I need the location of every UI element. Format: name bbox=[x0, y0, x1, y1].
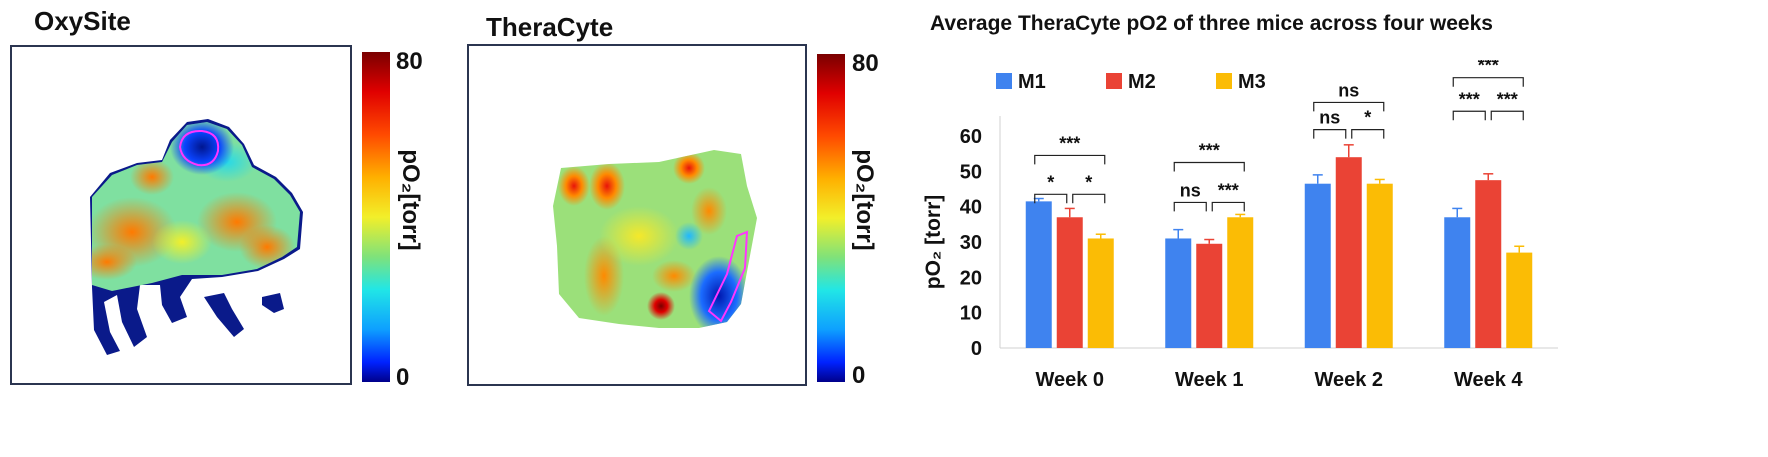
oxysite-title: OxySite bbox=[34, 6, 131, 36]
significance-bracket bbox=[1490, 110, 1524, 121]
significance-label: *** bbox=[1218, 180, 1239, 200]
bar-M2-Week-0 bbox=[1056, 217, 1083, 348]
bar-M2-Week-2 bbox=[1335, 157, 1362, 348]
significance-bracket bbox=[1313, 101, 1385, 112]
legend-label-M1: M1 bbox=[1018, 71, 1046, 93]
bar-M3-Week-4 bbox=[1506, 252, 1533, 348]
significance-label: *** bbox=[1459, 89, 1480, 109]
bar-M1-Week-0 bbox=[1025, 201, 1052, 348]
y-tick-label: 50 bbox=[960, 161, 982, 183]
x-tick-label: Week 0 bbox=[1035, 369, 1104, 391]
significance-label: ns bbox=[1180, 180, 1201, 200]
significance-label: *** bbox=[1059, 133, 1080, 153]
significance-label: * bbox=[1085, 172, 1092, 192]
oxysite-heatmap-frame bbox=[10, 45, 352, 385]
significance-bracket bbox=[1313, 129, 1347, 139]
bar-M1-Week-1 bbox=[1165, 238, 1192, 348]
significance-bracket bbox=[1351, 129, 1385, 139]
significance-bracket bbox=[1173, 201, 1207, 212]
bar-M1-Week-2 bbox=[1304, 183, 1331, 348]
significance-bracket bbox=[1173, 161, 1245, 172]
significance-bracket bbox=[1034, 154, 1106, 165]
legend-label-M2: M2 bbox=[1128, 71, 1156, 93]
bar-M3-Week-1 bbox=[1227, 217, 1254, 348]
legend-swatch-M3 bbox=[1216, 73, 1232, 89]
y-tick-label: 0 bbox=[971, 338, 982, 360]
theracyte-colorbar-min: 0 bbox=[852, 362, 866, 389]
oxysite-colorbar-min: 0 bbox=[396, 364, 410, 391]
theracyte-colorbar bbox=[817, 54, 845, 382]
bar-M3-Week-2 bbox=[1366, 183, 1393, 348]
significance-label: * bbox=[1047, 172, 1054, 192]
significance-label: *** bbox=[1497, 89, 1518, 109]
y-tick-label: 40 bbox=[960, 197, 982, 219]
oxysite-colorbar-label: pO₂[torr] bbox=[397, 149, 424, 251]
oxysite-heatmap-image bbox=[90, 119, 303, 355]
bar-M2-Week-4 bbox=[1475, 180, 1502, 348]
legend-swatch-M1 bbox=[996, 73, 1012, 89]
y-tick-label: 20 bbox=[960, 267, 982, 289]
bar-M1-Week-4 bbox=[1444, 217, 1471, 348]
theracyte-heatmap-image bbox=[553, 150, 757, 328]
bar-M2-Week-1 bbox=[1196, 243, 1223, 348]
x-tick-label: Week 2 bbox=[1314, 369, 1383, 391]
y-axis-label: pO₂ [torr] bbox=[922, 195, 945, 289]
significance-bracket bbox=[1452, 110, 1486, 121]
significance-label: *** bbox=[1478, 60, 1499, 76]
theracyte-colorbar-max: 80 bbox=[852, 50, 879, 77]
bar-M3-Week-0 bbox=[1087, 238, 1114, 348]
theracyte-heatmap-frame bbox=[467, 44, 807, 386]
y-tick-label: 60 bbox=[960, 126, 982, 148]
chart-title: Average TheraCyte pO2 of three mice acro… bbox=[930, 12, 1493, 35]
significance-label: *** bbox=[1199, 141, 1220, 161]
y-tick-label: 10 bbox=[960, 303, 982, 325]
theracyte-title: TheraCyte bbox=[486, 12, 614, 42]
legend-swatch-M2 bbox=[1106, 73, 1122, 89]
significance-label: ns bbox=[1338, 80, 1359, 100]
significance-bracket bbox=[1211, 201, 1245, 212]
y-tick-label: 30 bbox=[960, 232, 982, 254]
significance-bracket bbox=[1452, 77, 1524, 87]
theracyte-colorbar-label: pO₂[torr] bbox=[851, 149, 878, 251]
x-tick-label: Week 1 bbox=[1175, 369, 1244, 391]
significance-label: ns bbox=[1319, 108, 1340, 128]
significance-bracket bbox=[1034, 193, 1068, 204]
significance-label: * bbox=[1364, 108, 1371, 128]
oxysite-colorbar-max: 80 bbox=[396, 48, 423, 75]
bar-chart: 0 10 20 30 40 50 60 pO₂ [torr] Week 0 Week 1 Week … bbox=[922, 60, 1558, 391]
x-tick-label: Week 4 bbox=[1454, 369, 1523, 391]
significance-bracket bbox=[1072, 193, 1106, 204]
oxysite-colorbar bbox=[362, 52, 390, 382]
legend-label-M3: M3 bbox=[1238, 71, 1266, 93]
